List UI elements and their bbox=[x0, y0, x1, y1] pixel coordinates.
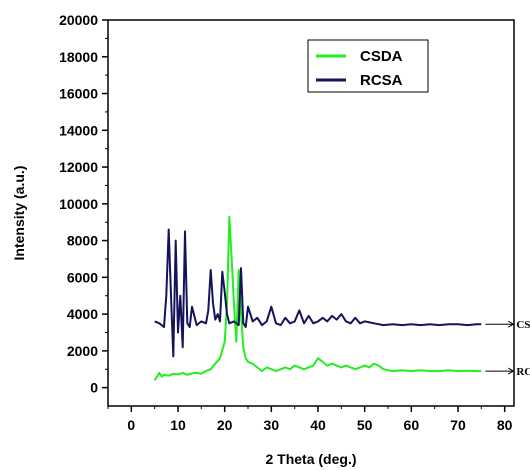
y-tick-label: 8000 bbox=[67, 233, 98, 249]
annotation-arrowhead bbox=[508, 320, 514, 328]
y-tick-label: 4000 bbox=[67, 306, 98, 322]
plot-frame bbox=[107, 19, 515, 407]
x-tick-label: 80 bbox=[497, 417, 513, 433]
x-tick-label: 10 bbox=[170, 417, 186, 433]
annotation-arrowhead bbox=[508, 367, 514, 375]
x-axis-title: 2 Theta (deg.) bbox=[265, 451, 356, 467]
legend: CSDA RCSA bbox=[307, 39, 429, 93]
annotation-label: RCSA bbox=[516, 366, 530, 378]
y-tick-label: 6000 bbox=[67, 269, 98, 285]
y-tick-label: 14000 bbox=[59, 122, 98, 138]
x-tick-label: 0 bbox=[127, 417, 135, 433]
y-tick-label: 20000 bbox=[59, 12, 98, 28]
series-line-rcsa bbox=[154, 228, 482, 358]
series-line-csda bbox=[153, 215, 482, 381]
legend-label-csda: CSDA bbox=[360, 48, 403, 65]
y-tick-label: 16000 bbox=[59, 86, 98, 102]
annotation-label: CSDA bbox=[516, 319, 530, 331]
series-lines bbox=[153, 215, 482, 381]
y-tick-label: 0 bbox=[90, 380, 98, 396]
x-tick-label: 60 bbox=[404, 417, 420, 433]
x-tick-label: 40 bbox=[310, 417, 326, 433]
x-tick-label: 50 bbox=[357, 417, 373, 433]
legend-label-rcsa: RCSA bbox=[360, 72, 403, 89]
y-tick-label: 18000 bbox=[59, 49, 98, 65]
x-tick-label: 70 bbox=[450, 417, 466, 433]
y-tick-label: 10000 bbox=[59, 196, 98, 212]
legend-box bbox=[307, 39, 429, 93]
y-axis-title: Intensity (a.u.) bbox=[11, 166, 27, 261]
axes: 0 2000 4000 6000 8000 10000 12000 14000 16000 180… bbox=[59, 12, 513, 433]
x-tick-label: 20 bbox=[217, 417, 233, 433]
annotations: CSDA RCSA bbox=[485, 319, 530, 378]
y-tick-label: 12000 bbox=[59, 159, 98, 175]
x-tick-label: 30 bbox=[264, 417, 280, 433]
y-tick-label: 2000 bbox=[67, 343, 98, 359]
